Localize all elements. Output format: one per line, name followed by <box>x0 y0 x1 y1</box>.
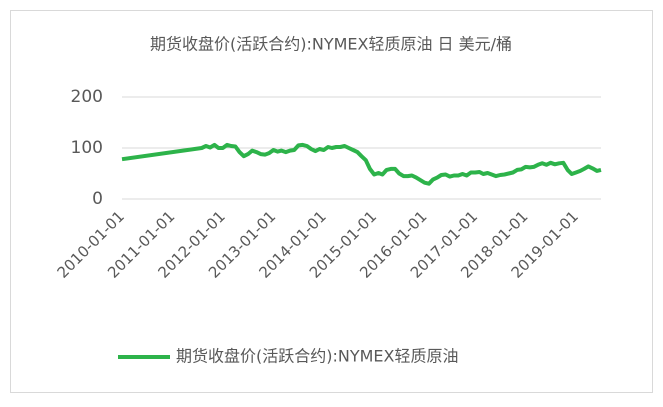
data-line <box>121 142 602 186</box>
y-tick-label: 100 <box>71 138 103 158</box>
y-tick-label: 0 <box>92 189 103 209</box>
chart-title: 期货收盘价(活跃合约):NYMEX轻质原油 日 美元/桶 <box>150 35 512 54</box>
y-tick-label: 200 <box>71 87 103 107</box>
legend-label: 期货收盘价(活跃合约):NYMEX轻质原油 <box>176 347 459 366</box>
chart-frame <box>10 10 653 393</box>
